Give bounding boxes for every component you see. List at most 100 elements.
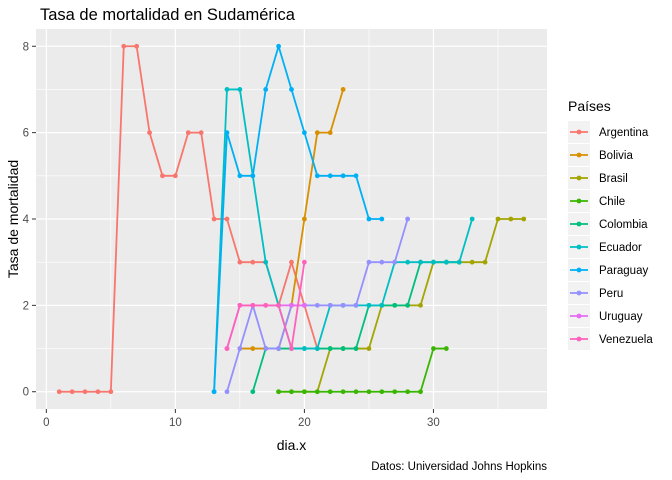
legend-key-point	[576, 267, 582, 273]
legend-item-ecuador: Ecuador	[568, 236, 642, 258]
data-point-paraguay	[366, 216, 372, 222]
y-tick-label: 4	[23, 214, 30, 226]
data-point-argentina	[147, 130, 152, 136]
data-point-peru	[392, 259, 398, 265]
legend-label-argentina: Argentina	[599, 127, 649, 139]
legend-label-ecuador: Ecuador	[599, 242, 642, 254]
legend-label-colombia: Colombia	[599, 219, 648, 231]
y-tick-label: 8	[23, 41, 29, 53]
data-point-venezuela	[302, 259, 307, 265]
y-tick-label: 0	[23, 387, 29, 399]
data-point-bolivia	[327, 130, 333, 136]
data-point-chile	[276, 389, 281, 395]
data-point-paraguay	[314, 173, 320, 179]
data-point-brasil	[469, 259, 475, 265]
legend-key-point	[576, 175, 582, 181]
legend-key-point	[576, 152, 582, 158]
data-point-bolivia	[314, 130, 320, 136]
data-point-peru	[340, 302, 346, 308]
data-point-ecuador	[469, 216, 475, 222]
legend-key-point	[576, 129, 582, 135]
data-point-paraguay	[327, 173, 333, 179]
data-point-colombia	[250, 389, 256, 395]
data-point-argentina	[250, 259, 256, 265]
data-point-paraguay	[353, 173, 359, 179]
legend-key-point	[576, 313, 582, 319]
data-point-brasil	[495, 216, 501, 222]
data-point-ecuador	[431, 259, 436, 265]
data-point-peru	[276, 346, 281, 351]
legend-label-bolivia: Bolivia	[599, 150, 633, 162]
data-point-chile	[314, 389, 320, 395]
data-point-paraguay	[379, 216, 385, 222]
legend-key-point	[576, 198, 582, 204]
data-point-chile	[340, 389, 346, 395]
data-point-paraguay	[250, 173, 256, 179]
data-point-paraguay	[276, 43, 281, 49]
data-point-venezuela	[276, 302, 281, 308]
legend-item-colombia: Colombia	[568, 213, 648, 235]
legend-item-chile: Chile	[568, 190, 625, 212]
data-point-brasil	[482, 259, 488, 265]
data-point-argentina	[121, 43, 127, 49]
series-chile	[276, 346, 449, 395]
data-point-ecuador	[302, 346, 307, 351]
data-point-argentina	[211, 216, 217, 222]
x-tick-label: 0	[43, 417, 49, 429]
data-point-chile	[379, 389, 385, 395]
data-point-bolivia	[340, 87, 346, 92]
data-point-venezuela	[289, 346, 294, 351]
data-point-chile	[353, 389, 359, 395]
chart-title: Tasa de mortalidad en Sudamérica	[40, 6, 295, 24]
data-point-argentina	[224, 216, 230, 222]
data-point-argentina	[185, 130, 191, 136]
data-point-peru	[379, 259, 385, 265]
legend-label-paraguay: Paraguay	[599, 265, 648, 277]
data-point-argentina	[56, 389, 62, 395]
data-point-chile	[392, 389, 398, 395]
data-point-uruguay	[302, 302, 307, 308]
data-point-brasil	[521, 216, 527, 222]
data-point-chile	[366, 389, 372, 395]
data-point-peru	[353, 302, 359, 308]
data-point-peru	[405, 216, 411, 222]
data-point-paraguay	[237, 173, 243, 179]
data-point-peru	[224, 389, 230, 395]
data-point-chile	[405, 389, 411, 395]
data-point-ecuador	[456, 259, 462, 265]
data-point-chile	[302, 389, 307, 395]
x-axis-label: dia.x	[277, 437, 307, 453]
data-point-paraguay	[263, 87, 269, 92]
data-point-argentina	[69, 389, 75, 395]
series-paraguay	[211, 43, 385, 395]
data-point-argentina	[172, 173, 178, 179]
axes: 0 10 20 30 0 2 4 6 8	[23, 41, 440, 429]
data-point-argentina	[134, 43, 140, 49]
data-point-colombia	[340, 346, 346, 351]
legend-item-peru: Peru	[568, 282, 623, 304]
data-point-ecuador	[379, 302, 385, 308]
data-point-argentina	[160, 173, 165, 179]
x-tick-label: 10	[169, 417, 182, 429]
data-point-argentina	[289, 259, 294, 265]
legend-item-paraguay: Paraguay	[568, 259, 648, 281]
legend-key-point	[576, 244, 582, 250]
data-point-colombia	[405, 302, 411, 308]
data-point-venezuela	[250, 302, 256, 308]
data-point-peru	[366, 259, 372, 265]
data-point-paraguay	[302, 130, 307, 136]
data-point-argentina	[198, 130, 204, 136]
data-point-paraguay	[224, 130, 230, 136]
data-point-argentina	[82, 389, 88, 395]
data-point-bolivia	[250, 346, 256, 351]
legend-label-venezuela: Venezuela	[599, 334, 653, 346]
y-axis-label: Tasa de mortalidad	[5, 160, 21, 278]
data-point-brasil	[418, 302, 423, 308]
data-point-chile	[289, 389, 294, 395]
data-point-peru	[263, 346, 269, 351]
data-point-argentina	[108, 389, 114, 395]
legend-label-peru: Peru	[599, 288, 623, 300]
data-point-chile	[431, 346, 436, 351]
data-point-uruguay	[289, 302, 294, 308]
